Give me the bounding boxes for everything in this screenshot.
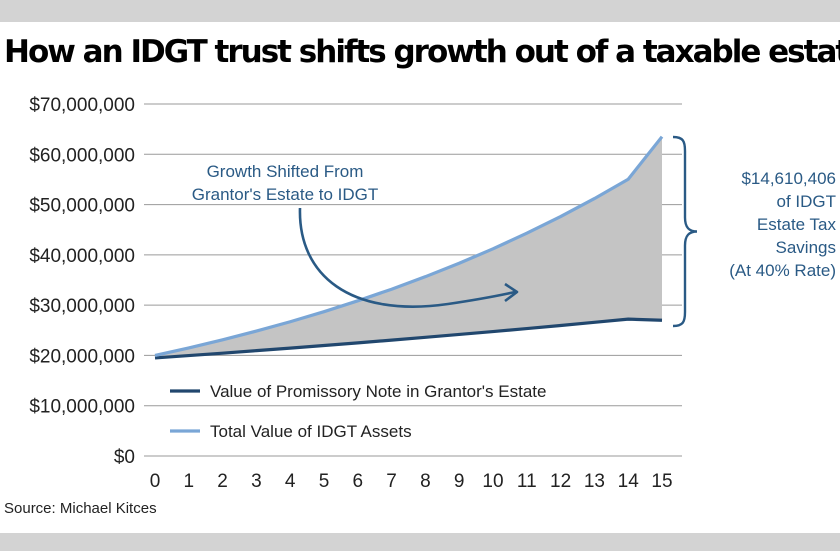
x-tick-label: 5 [319, 471, 330, 492]
growth-shifted-area [155, 136, 662, 358]
x-tick-label: 2 [217, 471, 228, 492]
x-tick-label: 3 [251, 471, 262, 492]
x-tick-label: 11 [517, 471, 537, 492]
x-tick-label: 0 [150, 471, 161, 492]
curly-brace [672, 135, 698, 328]
x-tick-label: 15 [651, 471, 672, 492]
y-tick-label: $0 [114, 447, 135, 468]
series-line-idgt-assets [154, 135, 664, 357]
x-tick-label: 7 [386, 471, 397, 492]
x-tick-label: 4 [285, 471, 296, 492]
top-decor-bar [0, 0, 840, 22]
savings-annotation-line: $14,610,406 [741, 169, 836, 188]
series-line-promissory-note [154, 317, 663, 360]
x-tick-label: 14 [618, 471, 640, 492]
x-tick-label: 6 [353, 471, 364, 492]
arrow-head-icon [504, 282, 519, 303]
savings-annotation-line: Savings [776, 238, 836, 257]
bottom-decor-bar [0, 533, 840, 551]
legend-label: Total Value of IDGT Assets [210, 422, 412, 441]
y-tick-label: $70,000,000 [29, 95, 135, 116]
x-tick-label: 8 [420, 471, 431, 492]
annotation-shifted-line1: Growth Shifted From [207, 162, 364, 181]
x-tick-label: 9 [454, 471, 465, 492]
y-tick-label: $40,000,000 [29, 246, 135, 267]
savings-annotation-line: of IDGT [776, 192, 836, 211]
y-tick-label: $60,000,000 [29, 145, 135, 166]
x-tick-label: 13 [584, 471, 605, 492]
y-tick-label: $10,000,000 [29, 397, 135, 418]
legend: Value of Promissory Note in Grantor's Es… [170, 382, 546, 441]
series-layer [154, 135, 664, 360]
x-axis-ticks: 0 1 2 3 4 5 6 7 8 9 10 11 12 13 14 15 [150, 471, 673, 492]
savings-annotation-line: Estate Tax [757, 215, 837, 234]
x-tick-label: 10 [482, 471, 503, 492]
source-note: Source: Michael Kitces [4, 500, 157, 517]
annotation-layer: Growth Shifted From Grantor's Estate to I… [192, 135, 837, 328]
y-tick-label: $20,000,000 [29, 346, 135, 367]
annotation-shifted-line2: Grantor's Estate to IDGT [192, 185, 379, 204]
savings-annotation-line: (At 40% Rate) [729, 261, 836, 280]
x-tick-label: 12 [550, 471, 571, 492]
curved-arrow [298, 207, 516, 308]
x-tick-label: 1 [184, 471, 195, 492]
y-tick-label: $30,000,000 [29, 296, 135, 317]
y-axis-ticks: $70,000,000 $60,000,000 $50,000,000 $40,000… [29, 95, 135, 468]
legend-label: Value of Promissory Note in Grantor's Es… [210, 382, 546, 401]
y-tick-label: $50,000,000 [29, 196, 135, 217]
chart-title: How an IDGT trust shifts growth out of a… [4, 34, 840, 70]
